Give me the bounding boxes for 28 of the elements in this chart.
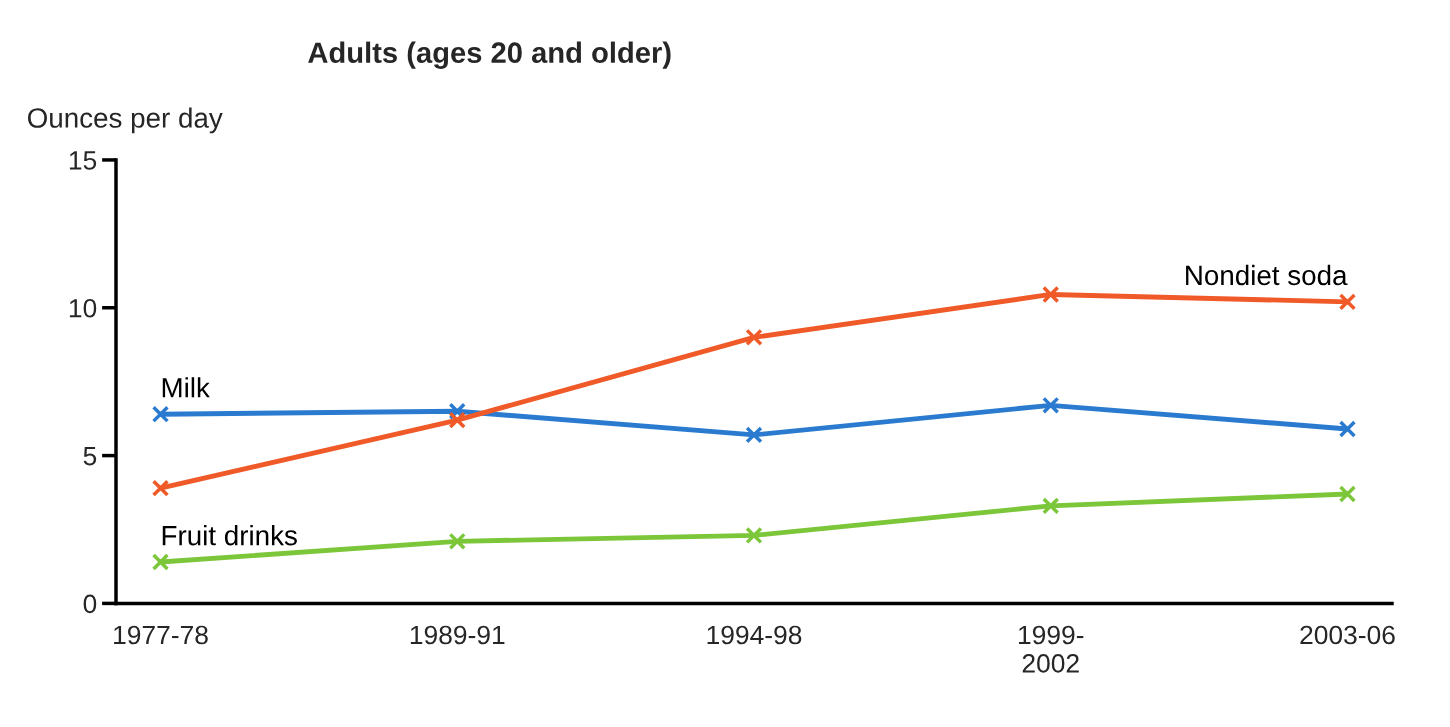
chart-title: Adults (ages 20 and older) bbox=[308, 41, 671, 69]
point bbox=[151, 479, 170, 497]
series-label: Fruit drinks bbox=[162, 525, 297, 546]
point bbox=[1042, 396, 1060, 415]
series-label: Nondiet soda bbox=[1186, 264, 1348, 286]
point bbox=[745, 328, 763, 347]
point bbox=[1338, 293, 1357, 311]
point bbox=[745, 526, 763, 545]
point bbox=[448, 532, 466, 551]
x-tick-label: 2003-06 bbox=[1300, 625, 1395, 645]
y-axis-title: Ounces per day bbox=[28, 107, 223, 134]
y-tick-label: 5 bbox=[83, 446, 97, 466]
point bbox=[151, 405, 170, 423]
y-tick-label: 0 bbox=[83, 594, 97, 614]
x-tick-label: 1994-98 bbox=[707, 625, 802, 645]
point bbox=[745, 426, 763, 444]
y-tick-label: 10 bbox=[69, 298, 97, 318]
point bbox=[1042, 497, 1060, 515]
point bbox=[1338, 420, 1357, 438]
x-tick-label: 1989-91 bbox=[410, 625, 505, 645]
point bbox=[151, 553, 170, 571]
y-tick-label: 15 bbox=[69, 151, 97, 170]
point bbox=[1042, 285, 1060, 304]
x-tick-label: 1977-78 bbox=[114, 625, 208, 645]
series-label: Milk bbox=[162, 377, 210, 398]
point bbox=[1338, 485, 1357, 503]
point bbox=[448, 411, 466, 429]
x-tick-label: 1999- 2002 bbox=[1019, 625, 1084, 673]
